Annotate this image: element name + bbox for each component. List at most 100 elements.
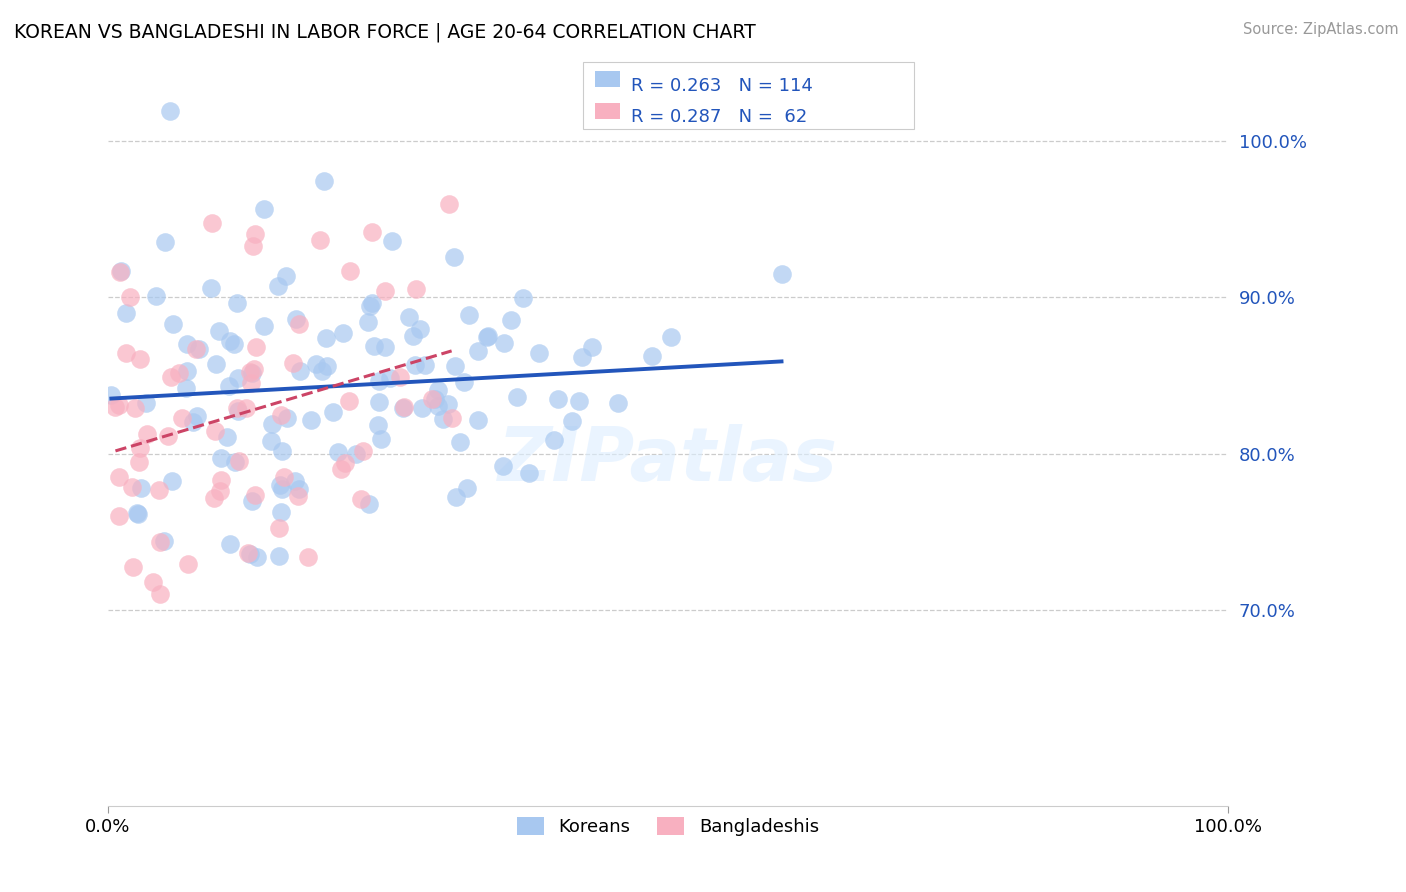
Point — [218, 378, 240, 392]
Point — [122, 559, 145, 574]
Point — [176, 336, 198, 351]
Point — [239, 376, 262, 390]
Point — [284, 474, 307, 488]
Point — [270, 483, 292, 497]
Point — [121, 479, 143, 493]
Point — [368, 375, 391, 389]
Point — [267, 521, 290, 535]
Point — [311, 364, 333, 378]
Point — [226, 371, 249, 385]
Point — [288, 483, 311, 497]
Point — [443, 359, 465, 374]
Point — [110, 263, 132, 277]
Point — [128, 352, 150, 367]
Point — [118, 290, 141, 304]
Point — [284, 312, 307, 326]
Point — [276, 410, 298, 425]
Point — [159, 104, 181, 119]
Point — [314, 174, 336, 188]
Point — [392, 400, 415, 414]
Point — [242, 239, 264, 253]
Point — [176, 557, 198, 571]
Point — [402, 328, 425, 343]
Point — [360, 296, 382, 310]
Point — [228, 454, 250, 468]
Point — [200, 281, 222, 295]
Point — [253, 318, 276, 333]
Point — [124, 401, 146, 415]
Point — [149, 535, 172, 549]
Point — [181, 415, 204, 429]
Point — [239, 547, 262, 561]
Point — [259, 434, 281, 448]
Point — [411, 401, 433, 416]
Point — [398, 310, 420, 325]
Point — [288, 317, 311, 331]
Point — [142, 574, 165, 589]
Point — [420, 392, 443, 406]
Point — [176, 381, 198, 395]
Point — [128, 455, 150, 469]
Point — [332, 326, 354, 340]
Point — [260, 417, 283, 432]
Point — [209, 473, 232, 487]
Point — [363, 339, 385, 353]
Point — [449, 434, 471, 449]
Point — [506, 390, 529, 404]
Point — [187, 342, 209, 356]
Point — [204, 491, 226, 506]
Point — [337, 393, 360, 408]
Point — [437, 396, 460, 410]
Point — [243, 488, 266, 502]
Point — [160, 369, 183, 384]
Text: Source: ZipAtlas.com: Source: ZipAtlas.com — [1243, 22, 1399, 37]
Point — [499, 313, 522, 327]
Point — [226, 401, 249, 415]
Text: R = 0.287   N =  62: R = 0.287 N = 62 — [631, 108, 807, 126]
Point — [135, 426, 157, 441]
Point — [299, 413, 322, 427]
Point — [273, 469, 295, 483]
Point — [561, 413, 583, 427]
Point — [208, 324, 231, 338]
Point — [246, 549, 269, 564]
Point — [581, 340, 603, 354]
Point — [240, 366, 263, 380]
Point — [527, 345, 550, 359]
Point — [427, 383, 450, 397]
Point — [352, 444, 374, 458]
Point — [405, 282, 427, 296]
Point — [108, 265, 131, 279]
Point — [162, 474, 184, 488]
Point — [344, 446, 367, 460]
Point — [201, 216, 224, 230]
Point — [226, 295, 249, 310]
Point — [308, 233, 330, 247]
Point — [357, 315, 380, 329]
Point — [243, 227, 266, 241]
Point — [242, 494, 264, 508]
Point — [125, 507, 148, 521]
Point — [322, 405, 344, 419]
Point — [135, 396, 157, 410]
Point — [169, 366, 191, 380]
Point — [107, 470, 129, 484]
Point — [239, 365, 262, 379]
Point — [204, 424, 226, 438]
Point — [211, 450, 233, 465]
Point — [492, 459, 515, 474]
Point — [359, 299, 381, 313]
Legend: Koreans, Bangladeshis: Koreans, Bangladeshis — [509, 810, 827, 844]
Point — [145, 288, 167, 302]
Point — [148, 483, 170, 497]
Point — [374, 284, 396, 298]
Point — [370, 432, 392, 446]
Point — [243, 362, 266, 376]
Point — [329, 462, 352, 476]
Point — [456, 481, 478, 495]
Point — [357, 497, 380, 511]
Point — [245, 340, 267, 354]
Text: KOREAN VS BANGLADESHI IN LABOR FORCE | AGE 20-64 CORRELATION CHART: KOREAN VS BANGLADESHI IN LABOR FORCE | A… — [14, 22, 756, 42]
Point — [100, 388, 122, 402]
Point — [108, 398, 131, 412]
